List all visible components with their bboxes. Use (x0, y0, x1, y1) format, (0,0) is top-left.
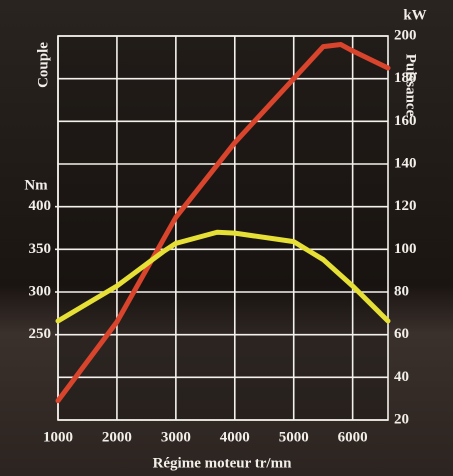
y2-tick-label: 60 (394, 326, 409, 342)
series-line (55, 42, 391, 404)
plot-area (57, 35, 389, 421)
y2-tick-label: 200 (394, 27, 417, 43)
x-tick-label: 3000 (161, 429, 191, 445)
y2-axis-label: Puissance (403, 54, 419, 117)
y-axis-label: Couple (35, 42, 51, 88)
y2-tick-label: 20 (394, 411, 409, 427)
x-tick-label: 5000 (279, 429, 309, 445)
x-tick-label: 4000 (220, 429, 250, 445)
x-tick-label: 2000 (102, 429, 132, 445)
x-axis-title: Régime moteur tr/mn (153, 455, 293, 471)
y-axis-unit: Nm (24, 177, 48, 193)
y-tick-label: 350 (29, 241, 52, 257)
y2-tick-label: 140 (394, 155, 417, 171)
y-tick-label: 300 (29, 283, 52, 299)
series-line (55, 229, 391, 324)
y2-tick-label: 40 (394, 369, 409, 385)
y2-tick-label: 160 (394, 113, 417, 129)
y-tick-label: 400 (29, 198, 52, 214)
y2-axis-unit: kW (403, 7, 426, 23)
y2-tick-label: 180 (394, 70, 417, 86)
y2-tick-label: 100 (394, 241, 417, 257)
y-tick-label: 250 (29, 326, 52, 342)
x-tick-label: 6000 (338, 429, 368, 445)
y2-tick-label: 80 (394, 283, 409, 299)
x-tick-label: 1000 (43, 429, 73, 445)
y2-tick-label: 120 (394, 198, 417, 214)
